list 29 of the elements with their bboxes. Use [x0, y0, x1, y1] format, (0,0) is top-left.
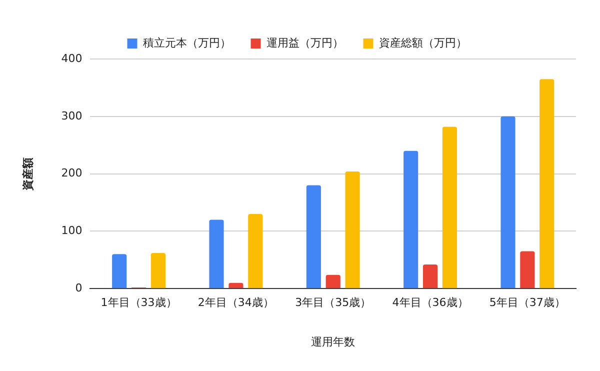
x-tick-label: 4年目（36歳） — [392, 296, 468, 310]
bar — [520, 251, 535, 288]
bar — [404, 150, 418, 288]
x-tick-label: 1年目（33歳） — [100, 296, 177, 310]
bar — [228, 282, 244, 288]
bar — [112, 254, 127, 288]
x-axis-title: 運用年数 — [311, 335, 356, 348]
y-tick-label: 0 — [75, 281, 82, 294]
y-axis-title: 資産額 — [21, 157, 34, 192]
bar — [150, 253, 166, 288]
y-tick-label: 100 — [61, 224, 82, 238]
x-tick-label: 3年目（35歳） — [295, 296, 372, 310]
x-tick-label: 2年目（34歳） — [198, 296, 274, 310]
bar — [442, 126, 457, 288]
legend-label: 資産総額（万円） — [378, 36, 467, 50]
bar — [540, 79, 554, 288]
y-tick-label: 400 — [61, 52, 82, 65]
x-tick-label: 5年目（37歳） — [489, 296, 566, 310]
legend-label: 積立元本（万円） — [142, 36, 231, 50]
bar — [422, 264, 438, 288]
bar — [500, 116, 516, 288]
bar — [326, 274, 340, 288]
y-tick-label: 200 — [61, 166, 82, 180]
bar — [209, 220, 224, 288]
bar — [345, 172, 360, 288]
bar — [248, 214, 263, 288]
legend-label: 運用益（万円） — [266, 36, 344, 50]
bar — [306, 185, 321, 288]
y-tick-label: 300 — [61, 109, 82, 122]
